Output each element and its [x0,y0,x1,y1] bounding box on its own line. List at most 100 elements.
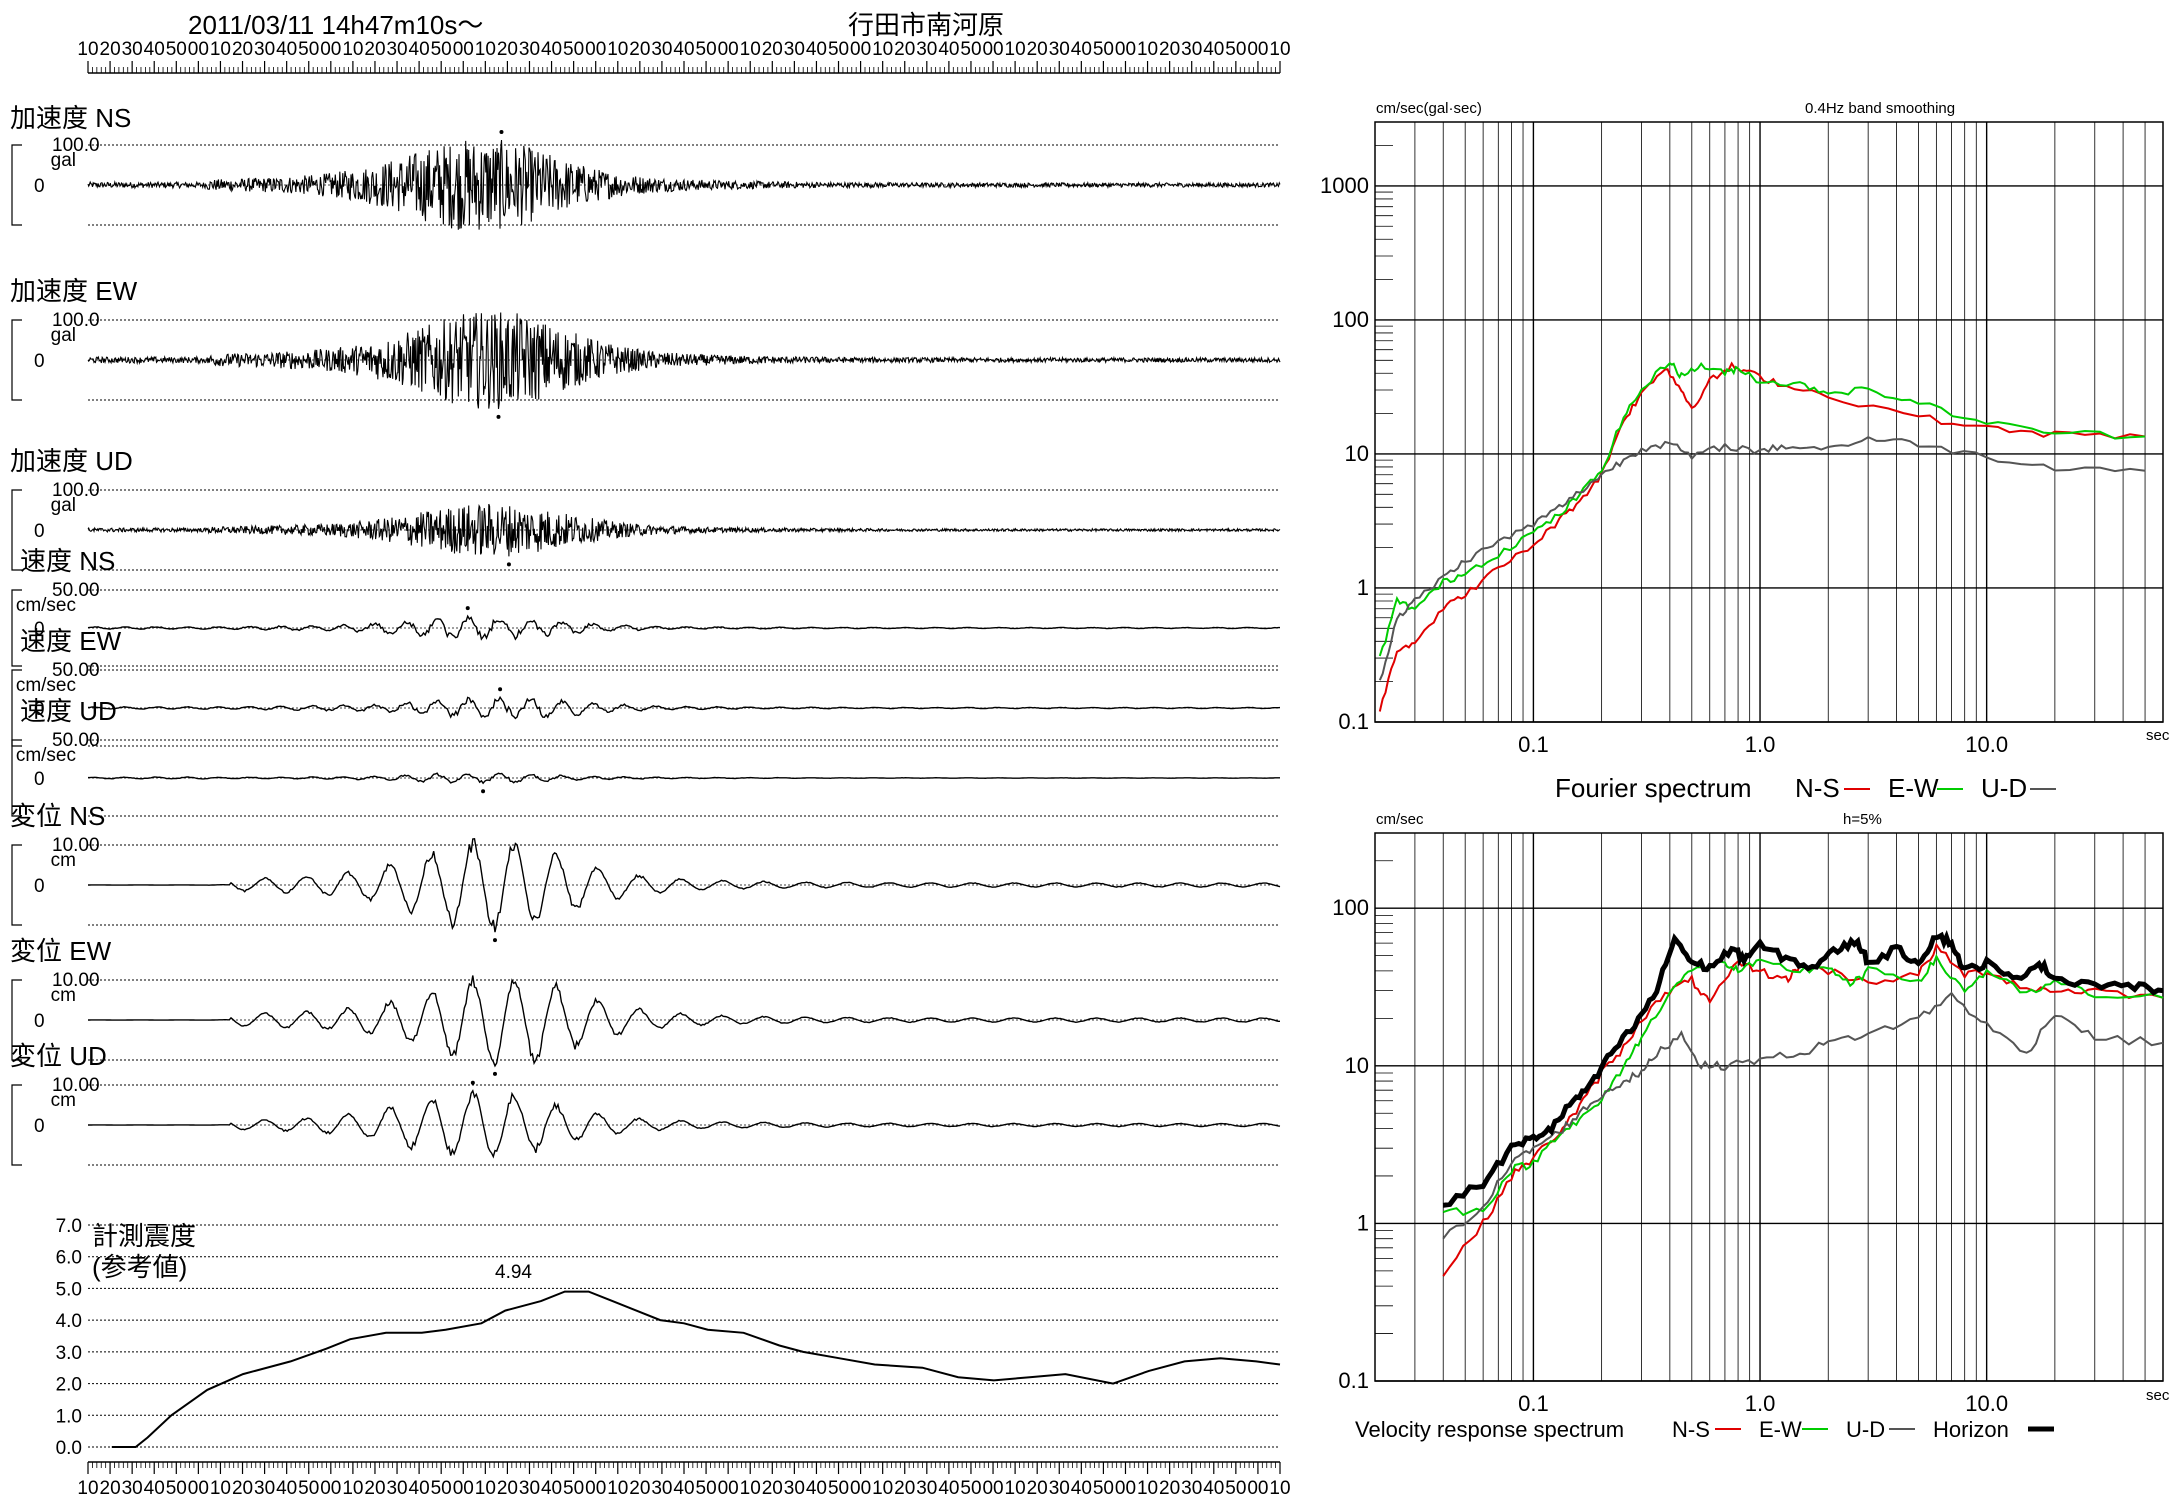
y-tick-label: 0.1 [1338,1368,1369,1393]
time-tick-label: 30 [122,39,143,60]
time-tick-label: 40 [541,39,562,60]
time-tick-label: 00 [1247,1478,1268,1499]
time-tick-label: 10 [475,39,496,60]
time-tick-label: 30 [254,39,275,60]
time-tick-label: 30 [784,39,805,60]
time-tick-label: 10 [1005,1478,1026,1499]
peak-marker [496,414,501,419]
time-tick-label: 40 [938,1478,959,1499]
scale-bracket [11,144,22,226]
time-tick-label: 10 [872,1478,893,1499]
fourier-spectrum-chart: cm/sec(gal·sec) 0.4Hz band smoothing sec… [1320,100,2170,757]
time-tick-label: 30 [254,1478,275,1499]
legend-label-n-s: N-S [1795,773,1840,803]
legend-label-e-w: E-W [1888,773,1939,803]
time-tick-label: 30 [1181,39,1202,60]
trace-unit: cm/sec [16,595,76,616]
time-tick-label: 40 [276,1478,297,1499]
series-line-u-d [1442,991,2164,1240]
trace-scale: 50.00 [52,730,100,751]
time-tick-label: 50 [828,1478,849,1499]
plot-frame [1374,832,2164,1382]
time-tick-label: 50 [1093,1478,1114,1499]
time-tick-label: 40 [673,1478,694,1499]
scale-bracket [11,979,22,1061]
legend-label-horizon: Horizon [1933,1417,2009,1442]
x-tick-label: 1.0 [1745,1391,1776,1416]
fourier-legend: Fourier spectrum N-S E-W U-D [1555,773,2056,803]
y-tick-label: 1 [1357,575,1369,600]
peak-marker [498,687,503,692]
trace-scale: 100.0 [52,480,100,501]
time-tick-label: 50 [1225,39,1246,60]
time-tick-label: 10 [740,1478,761,1499]
time-tick-label: 30 [519,1478,540,1499]
time-tick-label: 40 [144,39,165,60]
y-tick-label: 1 [1357,1210,1369,1235]
peak-marker [506,562,511,567]
time-tick-label: 20 [232,1478,253,1499]
trace-title: 変位 NS [10,801,105,831]
time-tick-label: 20 [762,39,783,60]
trace-zero: 0 [34,876,45,897]
time-tick-label: 30 [519,39,540,60]
trace-scale: 10.00 [52,835,100,856]
time-tick-label: 40 [806,1478,827,1499]
scale-bracket [11,739,22,817]
x-tick-label: 1.0 [1745,732,1776,757]
trace-scale: 10.00 [52,1075,100,1096]
intensity-tick-label: 5.0 [56,1279,82,1300]
time-tick-label: 10 [77,1478,98,1499]
time-tick-label: 50 [1225,1478,1246,1499]
time-tick-label: 40 [1203,39,1224,60]
trace-unit: cm [51,985,76,1006]
y-tick-label: 10 [1345,1053,1369,1078]
time-tick-label: 50 [431,39,452,60]
time-tick-label: 30 [1049,1478,1070,1499]
trace-unit: cm [51,1090,76,1111]
time-tick-label: 00 [188,1478,209,1499]
intensity-tick-label: 0.0 [56,1438,82,1459]
time-tick-label: 00 [982,1478,1003,1499]
top-time-axis: 10 20 30 40 50 00 10 20 30 40 50 00 10 20 30 40 50 00 10 20… [77,39,1291,74]
fourier-legend-title: Fourier spectrum [1555,773,1752,803]
legend-label-n-s: N-S [1672,1417,1710,1442]
time-tick-label: 40 [1203,1478,1224,1499]
time-tick-label: 00 [718,1478,739,1499]
time-tick-label: 30 [386,1478,407,1499]
waveform-line [88,975,1280,1068]
time-tick-label: 00 [1115,1478,1136,1499]
x-tick-label: 10.0 [1965,732,2008,757]
waveform-line [87,139,1281,230]
header-datetime: 2011/03/11 14h47m10s～ [188,10,483,40]
trace-zero: 0 [34,699,45,720]
y-tick-label: 0.1 [1338,709,1369,734]
time-tick-label: 10 [77,39,98,60]
intensity-title: 計測震度 [92,1221,196,1251]
trace-title: 変位 EW [10,936,112,966]
time-tick-label: 20 [629,1478,650,1499]
series-line-n-s [1378,361,2146,712]
trace-title: 変位 UD [10,1041,107,1071]
time-tick-label: 50 [298,1478,319,1499]
waveform-line [88,772,1280,785]
response-xlabel: sec [2146,1387,2170,1404]
trace-scale: 100.0 [52,135,100,156]
fourier-ylabel: cm/sec(gal·sec) [1376,100,1482,117]
response-ylabel: cm/sec [1376,811,1424,828]
time-tick-label: 50 [166,1478,187,1499]
intensity-max-label: 4.94 [495,1262,532,1283]
waveform-line [87,312,1281,409]
time-tick-label: 00 [718,39,739,60]
time-tick-label: 50 [166,39,187,60]
time-tick-label: 40 [144,1478,165,1499]
intensity-tick-label: 1.0 [56,1406,82,1427]
trace-title: 速度 EW [20,626,122,656]
